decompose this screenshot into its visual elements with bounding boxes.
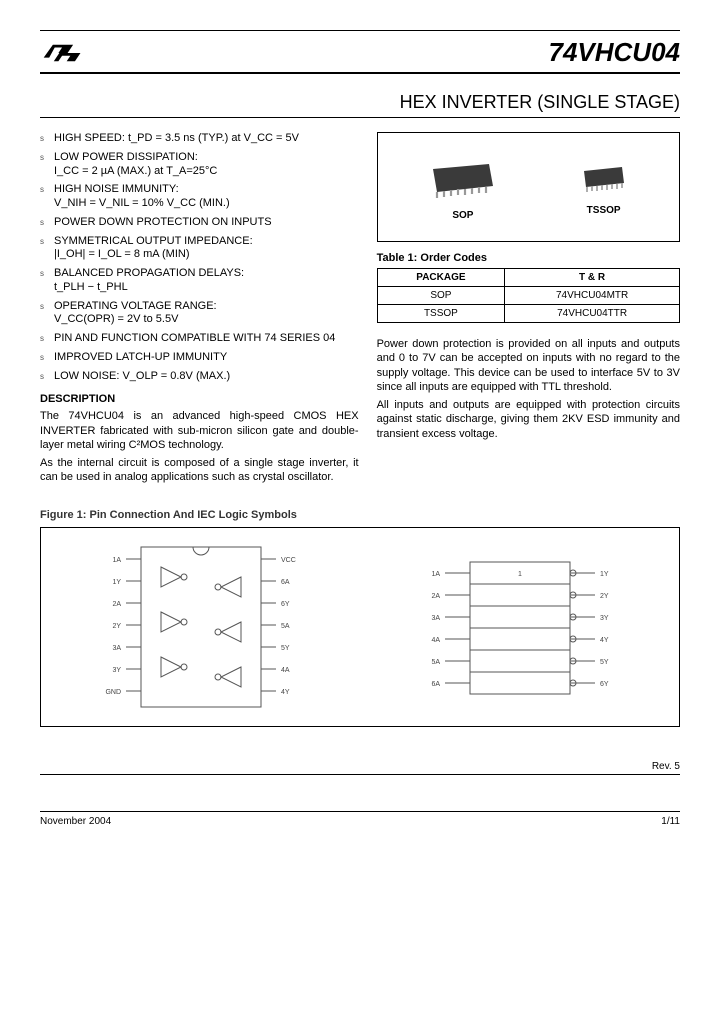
svg-text:1A: 1A — [112, 557, 121, 564]
table-cell: SOP — [377, 287, 505, 305]
pin-connection-diagram: 1A 1Y 2A 2Y 3A 3Y GND VCC 6A 6Y 5A 5Y 4A 4Y — [81, 537, 341, 717]
footer-date: November 2004 — [40, 816, 111, 827]
feature-item: IMPROVED LATCH-UP IMMUNITY — [40, 351, 359, 365]
package-sop: SOP — [423, 154, 503, 221]
svg-text:5A: 5A — [431, 659, 440, 666]
svg-text:6A: 6A — [431, 681, 440, 688]
svg-text:1A: 1A — [431, 571, 440, 578]
svg-text:5Y: 5Y — [281, 645, 290, 652]
svg-text:2Y: 2Y — [600, 593, 609, 600]
feature-item: BALANCED PROPAGATION DELAYS:t_PLH − t_PH… — [40, 267, 359, 295]
feature-item: LOW POWER DISSIPATION:I_CC = 2 µA (MAX.)… — [40, 151, 359, 179]
table-cell: 74VHCU04TTR — [505, 305, 680, 323]
sop-chip-icon — [423, 154, 503, 204]
svg-text:4A: 4A — [431, 637, 440, 644]
description-p2: As the internal circuit is composed of a… — [40, 456, 359, 485]
page-footer: November 2004 1/11 — [40, 811, 680, 827]
svg-text:3Y: 3Y — [112, 667, 121, 674]
svg-text:VCC: VCC — [281, 557, 296, 564]
svg-text:1: 1 — [518, 571, 522, 578]
svg-text:4Y: 4Y — [281, 689, 290, 696]
feature-item: HIGH NOISE IMMUNITY:V_NIH = V_NIL = 10% … — [40, 183, 359, 211]
right-p1: Power down protection is provided on all… — [377, 337, 680, 394]
table-header: T & R — [505, 269, 680, 287]
feature-item: PIN AND FUNCTION COMPATIBLE WITH 74 SERI… — [40, 332, 359, 346]
description-heading: DESCRIPTION — [40, 393, 359, 405]
product-title: HEX INVERTER (SINGLE STAGE) — [40, 92, 680, 118]
svg-text:4A: 4A — [281, 667, 290, 674]
svg-text:6A: 6A — [281, 579, 290, 586]
svg-text:5A: 5A — [281, 623, 290, 630]
revision: Rev. 5 — [652, 761, 680, 772]
feature-item: LOW NOISE: V_OLP = 0.8V (MAX.) — [40, 370, 359, 384]
svg-text:GND: GND — [105, 689, 121, 696]
svg-text:2Y: 2Y — [112, 623, 121, 630]
table-cell: TSSOP — [377, 305, 505, 323]
figure1-box: 1A 1Y 2A 2Y 3A 3Y GND VCC 6A 6Y 5A 5Y 4A 4Y 1 1A 2A 3A… — [40, 527, 680, 727]
package-illustration-box: SOP TSSOP — [377, 132, 680, 242]
page-header: 74VHCU04 — [40, 37, 680, 74]
iec-logic-symbol: 1 1A 2A 3A 4A 5A 6A 1Y 2Y 3Y 4Y 5Y 6Y — [400, 547, 640, 707]
table-header: PACKAGE — [377, 269, 505, 287]
tssop-chip-icon — [574, 159, 634, 199]
feature-item: POWER DOWN PROTECTION ON INPUTS — [40, 216, 359, 230]
feature-item: OPERATING VOLTAGE RANGE:V_CC(OPR) = 2V t… — [40, 300, 359, 328]
order-codes-table: PACKAGE T & R SOP 74VHCU04MTR TSSOP 74VH… — [377, 268, 680, 323]
description-p1: The 74VHCU04 is an advanced high-speed C… — [40, 409, 359, 452]
svg-text:6Y: 6Y — [281, 601, 290, 608]
footer-page: 1/11 — [661, 816, 680, 827]
svg-text:5Y: 5Y — [600, 659, 609, 666]
part-number: 74VHCU04 — [548, 37, 680, 68]
svg-text:2A: 2A — [431, 593, 440, 600]
feature-item: HIGH SPEED: t_PD = 3.5 ns (TYP.) at V_CC… — [40, 132, 359, 146]
figure1-caption: Figure 1: Pin Connection And IEC Logic S… — [40, 509, 680, 521]
svg-text:3A: 3A — [431, 615, 440, 622]
svg-text:3A: 3A — [112, 645, 121, 652]
svg-text:4Y: 4Y — [600, 637, 609, 644]
package-tssop: TSSOP — [574, 159, 634, 216]
svg-text:2A: 2A — [112, 601, 121, 608]
st-logo — [40, 39, 86, 67]
svg-text:6Y: 6Y — [600, 681, 609, 688]
table1-caption: Table 1: Order Codes — [377, 252, 680, 264]
svg-text:1Y: 1Y — [112, 579, 121, 586]
svg-text:3Y: 3Y — [600, 615, 609, 622]
feature-item: SYMMETRICAL OUTPUT IMPEDANCE:|I_OH| = I_… — [40, 235, 359, 263]
table-cell: 74VHCU04MTR — [505, 287, 680, 305]
right-p2: All inputs and outputs are equipped with… — [377, 398, 680, 441]
feature-list: HIGH SPEED: t_PD = 3.5 ns (TYP.) at V_CC… — [40, 132, 359, 383]
svg-text:1Y: 1Y — [600, 571, 609, 578]
